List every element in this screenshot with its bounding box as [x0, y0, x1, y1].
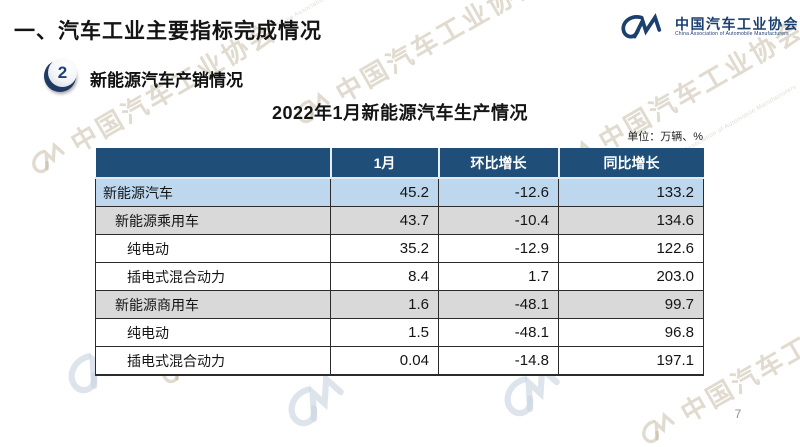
row-label: 新能源汽车 — [95, 177, 331, 207]
row-value: 122.6 — [558, 234, 704, 263]
row-label: 插电式混合动力 — [95, 346, 331, 376]
row-value: 133.2 — [558, 177, 704, 207]
row-label: 新能源乘用车 — [95, 206, 331, 235]
badge-number: 2 — [48, 58, 77, 87]
row-value: 134.6 — [558, 206, 704, 235]
row-value: 35.2 — [330, 234, 439, 263]
org-logo-text: 中国汽车工业协会 China Association of Automobile… — [675, 15, 799, 38]
row-value: 1.7 — [438, 262, 559, 291]
row-value: -12.6 — [438, 177, 559, 207]
row-value: 8.4 — [330, 262, 439, 291]
org-name-cn: 中国汽车工业协会 — [675, 15, 799, 32]
row-value: 203.0 — [558, 262, 704, 291]
cam-logo-watermark-icon — [641, 411, 675, 443]
header-cell-category — [95, 148, 331, 179]
org-logo: 中国汽车工业协会 China Association of Automobile… — [618, 12, 799, 42]
table-row: 新能源乘用车 43.7 -10.4 134.6 — [95, 206, 704, 235]
row-value: 96.8 — [558, 318, 704, 347]
row-value: 197.1 — [558, 346, 704, 376]
row-value: -48.1 — [438, 318, 559, 347]
production-table: 1月 环比增长 同比增长 新能源汽车 45.2 -12.6 133.2 新能源乘用车 43… — [95, 148, 704, 376]
row-label: 插电式混合动力 — [95, 262, 331, 291]
org-name-en: China Association of Automobile Manufact… — [675, 30, 789, 37]
row-value: 99.7 — [558, 290, 704, 319]
table-title: 2022年1月新能源汽车生产情况 — [271, 103, 529, 123]
row-value: 43.7 — [330, 206, 439, 235]
row-value: -14.8 — [438, 346, 559, 376]
cam-logo-icon — [621, 13, 662, 39]
table-row: 纯电动 1.5 -48.1 96.8 — [95, 318, 704, 347]
table-body: 新能源汽车 45.2 -12.6 133.2 新能源乘用车 43.7 -10.4 134.6 纯… — [95, 177, 704, 376]
table-row: 新能源商用车 1.6 -48.1 99.7 — [95, 290, 704, 319]
row-value: 1.6 — [330, 290, 439, 319]
table-row: 纯电动 35.2 -12.9 122.6 — [95, 234, 704, 263]
row-value: 1.5 — [330, 318, 439, 347]
row-label: 纯电动 — [95, 318, 331, 347]
row-value: 45.2 — [330, 177, 439, 207]
table-row: 新能源汽车 45.2 -12.6 133.2 — [95, 177, 704, 207]
page-number: 7 — [734, 407, 742, 421]
row-value: -12.9 — [438, 234, 559, 263]
row-value: -10.4 — [438, 206, 559, 235]
header-cell-month: 1月 — [329, 148, 439, 179]
table-header-row: 1月 环比增长 同比增长 — [95, 148, 704, 179]
subsection-title: 新能源汽车产销情况 — [90, 71, 243, 90]
header-cell-mom-growth: 环比增长 — [437, 148, 559, 179]
watermark-text: 中国汽车工业协会 — [330, 0, 547, 109]
header-cell-yoy-growth: 同比增长 — [557, 148, 704, 179]
section-number-badge: 2 — [44, 58, 77, 92]
table-row: 插电式混合动力 8.4 1.7 203.0 — [95, 262, 704, 291]
section-title: 一、汽车工业主要指标完成情况 — [14, 20, 322, 43]
row-label: 新能源商用车 — [95, 290, 331, 319]
row-label: 纯电动 — [95, 234, 331, 263]
row-value: 0.04 — [330, 346, 439, 376]
table-row: 插电式混合动力 0.04 -14.8 197.1 — [95, 346, 704, 376]
cam-logo-watermark-icon — [31, 141, 65, 173]
row-value: -48.1 — [438, 290, 559, 319]
unit-label: 单位：万辆、% — [627, 131, 703, 143]
